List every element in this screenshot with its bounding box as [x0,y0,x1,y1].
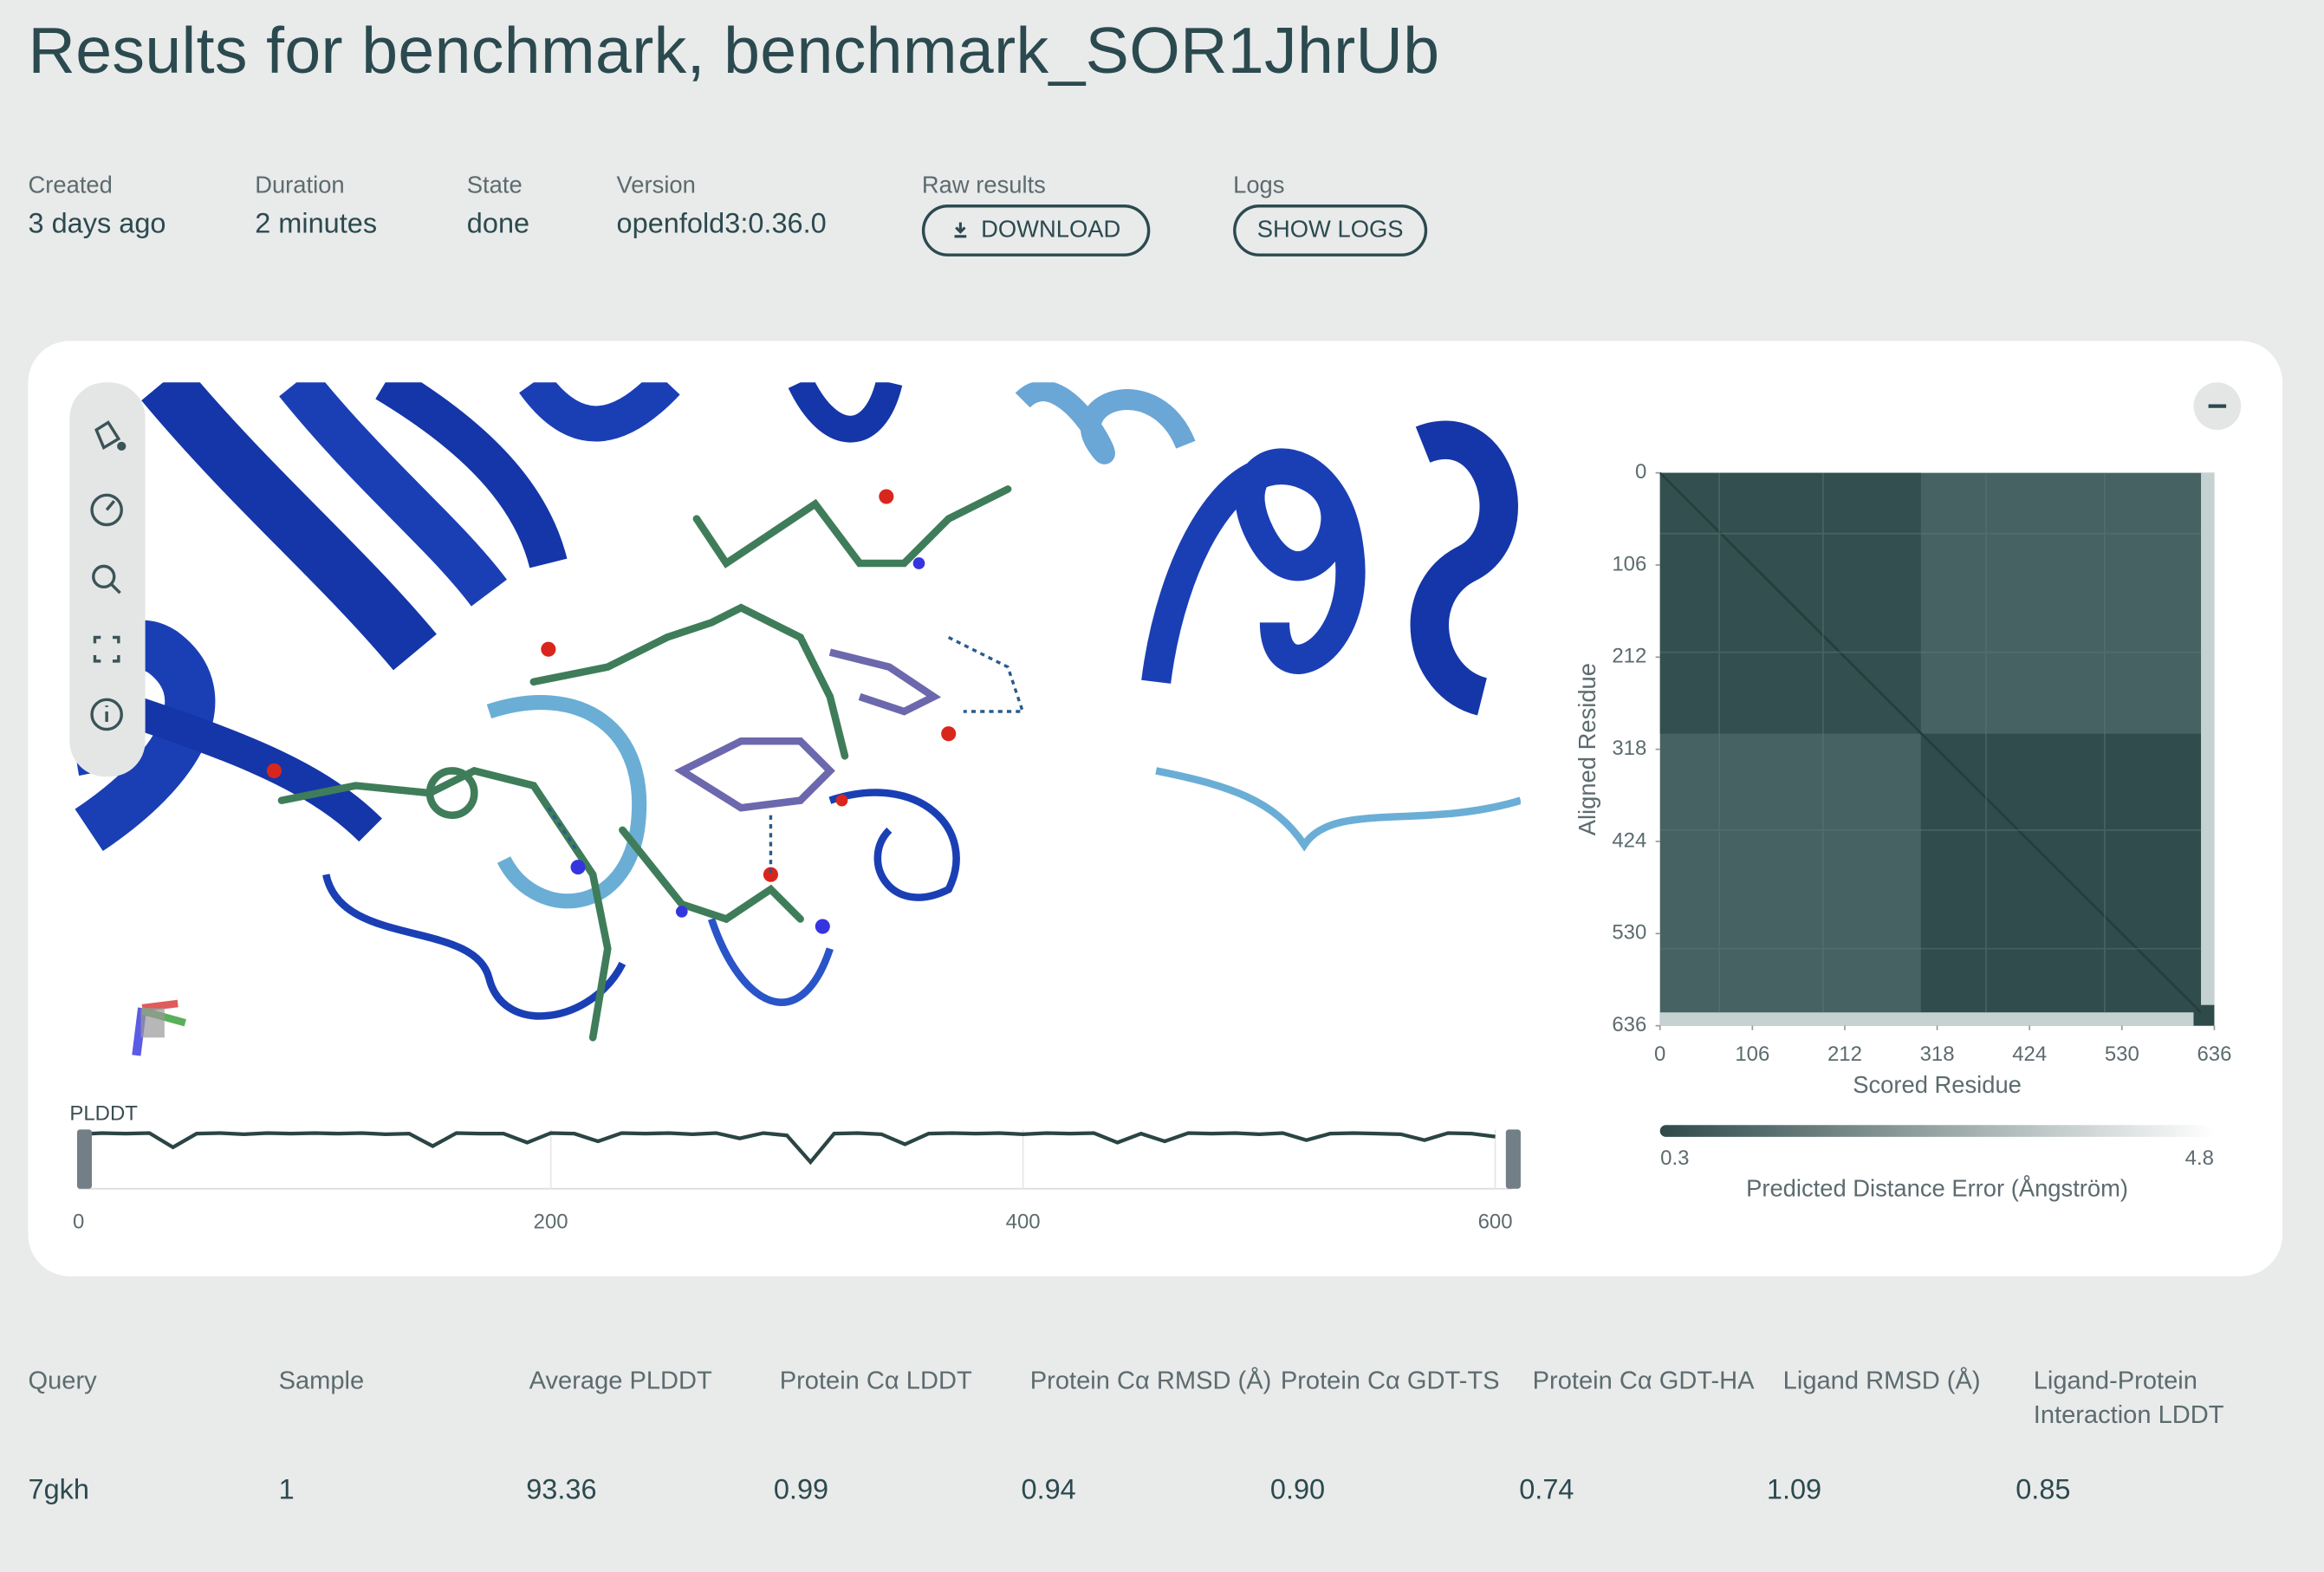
table-cell: 1.09 [1766,1474,1822,1506]
table-cell: 0.74 [1519,1474,1574,1506]
y-tick-label: 0 [1635,460,1646,484]
table-cell: 0.94 [1021,1474,1076,1506]
table-cell: 0.85 [2016,1474,2071,1506]
x-tick-label: 530 [2105,1043,2139,1066]
meta-value: 2 minutes [255,209,378,241]
y-tick-label: 636 [1612,1013,1646,1036]
table-header: Ligand RMSD (Å) [1782,1367,1981,1395]
x-tick-label: 318 [1920,1043,1955,1066]
table-header: Protein Cα RMSD (Å) [1029,1367,1272,1395]
meta-label: State [466,173,523,199]
y-tick-label: 318 [1612,737,1646,760]
table-cell: 0.99 [773,1474,829,1506]
range-handle [1505,1129,1521,1189]
x-tick-label: 0 [73,1210,84,1233]
zoom-tool[interactable] [92,564,121,594]
y-axis-label: Aligned Residue [1574,663,1600,835]
colorbar [1659,1125,2215,1137]
x-tick-label: 212 [1827,1043,1862,1066]
meta-value: openfold3:0.36.0 [616,209,827,241]
table-cell: 93.36 [526,1474,597,1506]
plddt-line [78,1131,1496,1166]
table-header: Protein Cα GDT-TS [1280,1367,1500,1395]
fullscreen-tool[interactable] [93,635,120,663]
y-tick-label: 530 [1612,921,1646,945]
meta-label: Raw results [921,173,1046,199]
colorbar-label: Predicted Distance Error (Ångström) [1746,1175,2128,1202]
button-label: SHOW LOGS [1256,218,1404,244]
x-tick-label: 0 [1654,1043,1665,1066]
download-button[interactable]: DOWNLOAD [921,205,1151,257]
y-tick-label: 212 [1612,645,1646,668]
range-handle [76,1129,93,1189]
x-tick-label: 400 [1006,1210,1041,1233]
collapse-button[interactable] [2193,382,2242,431]
info-tool[interactable] [90,698,123,731]
viewer-toolbar [69,382,146,777]
meta-label: Logs [1233,173,1285,199]
table-header: Protein Cα LDDT [779,1367,972,1395]
pae-heatmap [1659,471,2215,1026]
x-tick-label: 200 [534,1210,568,1233]
table-cell: 0.90 [1269,1474,1326,1506]
quality-tool[interactable] [90,493,123,527]
x-tick-label: 636 [2197,1043,2231,1066]
download-icon [954,222,967,238]
x-axis-label: Scored Residue [1853,1071,2022,1098]
table-header: Average PLDDT [529,1367,712,1395]
meta-label: Created [28,173,113,199]
table-cell: 7gkh [28,1474,89,1506]
meta-value: 3 days ago [28,209,166,241]
y-tick-label: 106 [1612,552,1646,575]
colorbar-min: 0.3 [1660,1147,1689,1170]
table-header: Ligand-Protein Interaction LDDT [2033,1367,2224,1429]
show-logs-button[interactable]: SHOW LOGS [1233,205,1428,257]
meta-label: Duration [255,173,345,199]
x-tick-label: 106 [1735,1043,1769,1066]
meta-value: done [466,209,530,241]
table-cell: 1 [278,1474,295,1506]
meta-label: Version [616,173,696,199]
button-label: DOWNLOAD [981,218,1121,244]
page-title: Results for benchmark, benchmark_SOR1Jhr… [28,15,1440,88]
axes-gizmo [132,999,186,1056]
structure-viewer[interactable] [69,382,1521,1075]
color-tool[interactable] [94,420,127,451]
table-header: Query [28,1367,97,1395]
table-header: Sample [278,1367,365,1395]
table-header: Protein Cα GDT-HA [1532,1367,1755,1395]
y-tick-label: 424 [1612,828,1646,852]
colorbar-max: 4.8 [2185,1147,2214,1170]
x-tick-label: 424 [2012,1043,2047,1066]
chart-title: PLDDT [69,1102,138,1126]
x-tick-label: 600 [1478,1210,1513,1233]
